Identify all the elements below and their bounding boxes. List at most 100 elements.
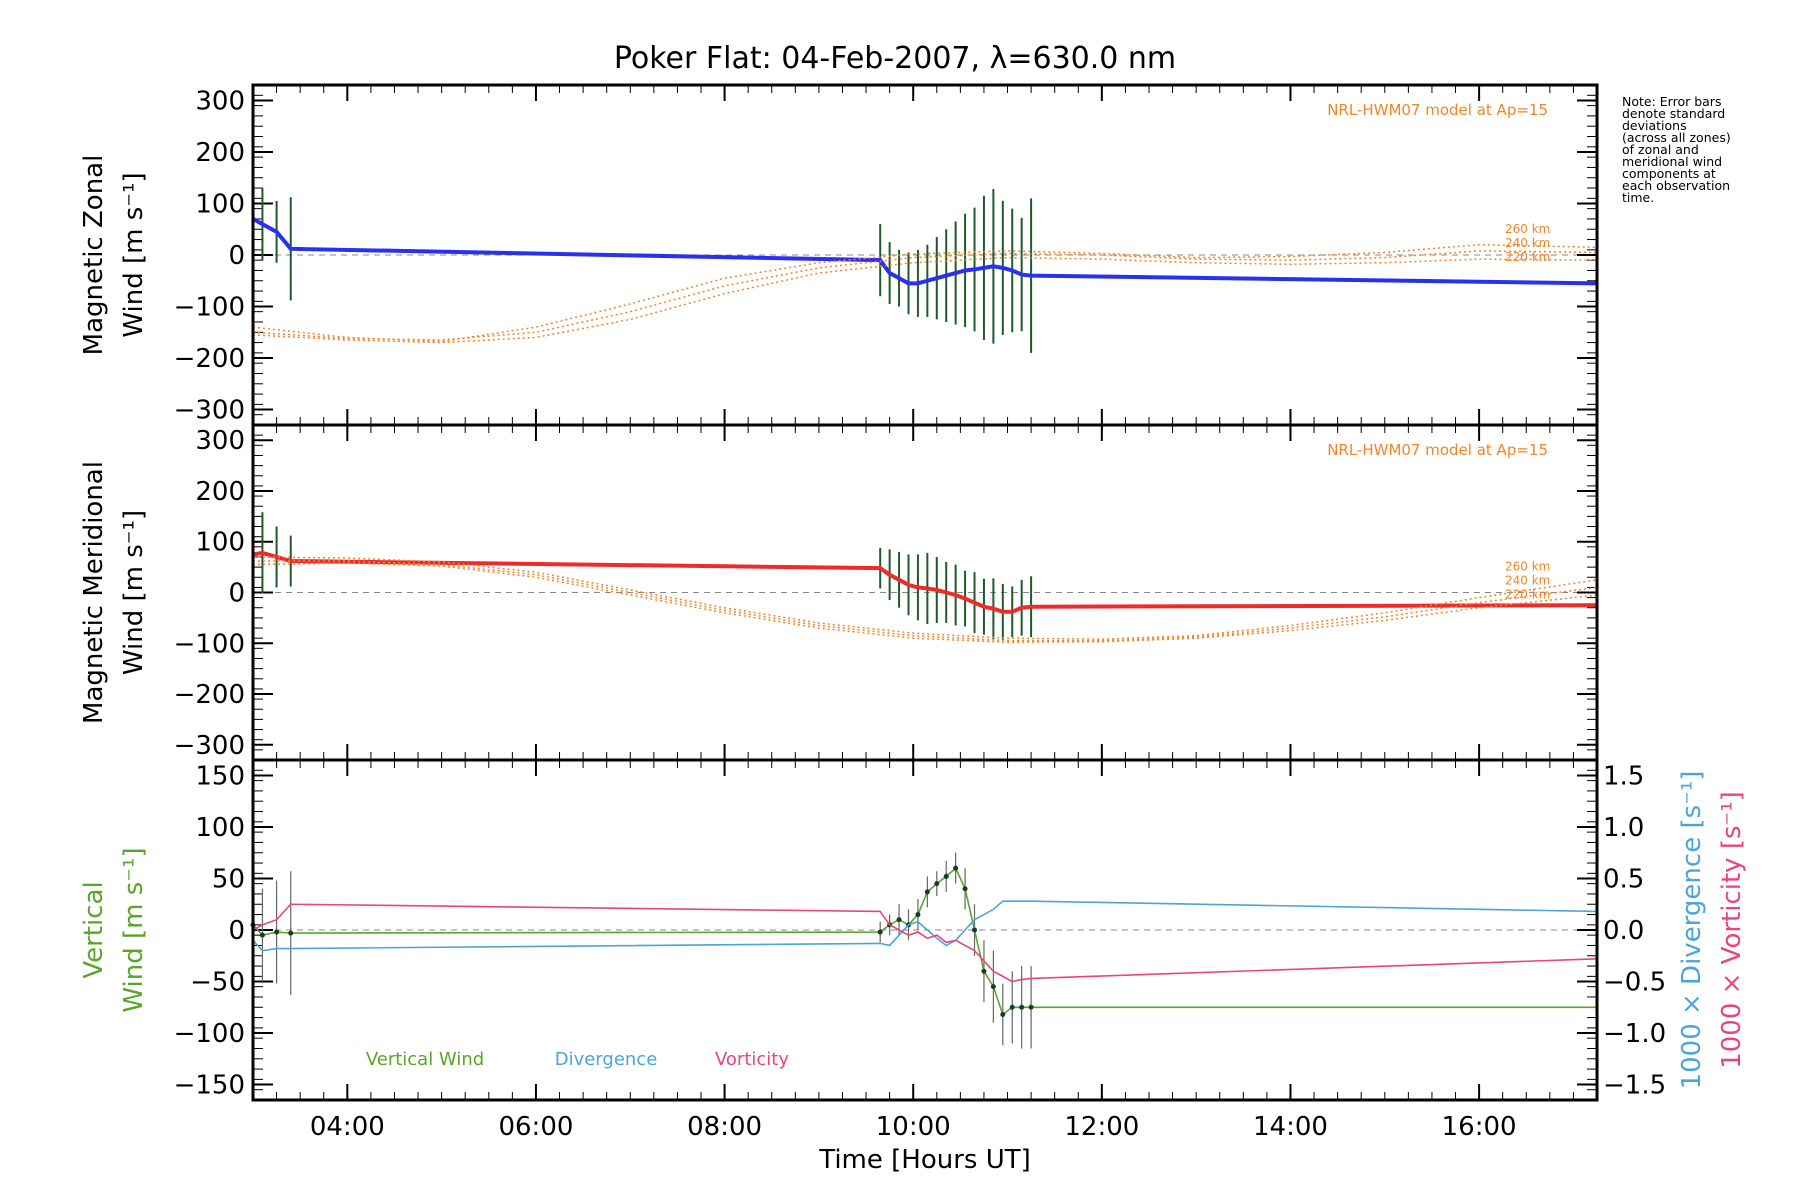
note-line: denote standard (1622, 106, 1726, 121)
legend-entry: Vertical Wind (366, 1049, 484, 1070)
series-line-nrl-hwm07-240-km (252, 250, 1598, 341)
y-tick-label: 100 (195, 528, 245, 558)
model-altitude-label: 220 km (1505, 588, 1550, 602)
y2-tick-label: 0.0 (1603, 916, 1644, 946)
note-line: components at (1622, 166, 1716, 181)
vertical-wind-point (924, 889, 930, 895)
vertical-wind-point (962, 886, 968, 892)
vertical-wind-point (877, 929, 883, 935)
vertical-wind-point (1019, 1004, 1025, 1010)
series-line-meridional-wind (252, 550, 1598, 614)
vertical-wind-point (972, 927, 978, 933)
model-label: NRL-HWM07 model at Ap=15 (1327, 101, 1548, 119)
y-tick-label: 200 (195, 138, 245, 168)
vertical-wind-point (274, 929, 280, 935)
series-line-nrl-hwm07-240-km (253, 560, 1598, 642)
x-tick-label: 08:00 (687, 1112, 762, 1142)
model-altitude-label: 240 km (1505, 236, 1550, 250)
note-line: (across all zones) (1622, 130, 1731, 145)
y-tick-label: 0 (228, 579, 245, 609)
panels: 300 200 100 0 −100 −200 −300 NRL-HWM07 model at… (79, 83, 1747, 1102)
vertical-wind-point (259, 932, 265, 938)
note-line: time. (1622, 190, 1655, 205)
y-tick-label: 150 (195, 761, 245, 791)
y-axis-label-top: Magnetic Zonal (79, 155, 109, 356)
note-line: of zonal and (1622, 142, 1699, 157)
y-axis-label-bottom: Wind [m s⁻¹] (119, 847, 149, 1012)
vertical-wind-point (896, 917, 902, 923)
y-tick-label: 50 (212, 864, 245, 894)
x-axis-label: Time [Hours UT] (818, 1145, 1031, 1175)
vertical-wind-point (981, 968, 987, 974)
panel-meridional: 300 200 100 0 −100 −200 −300 NRL-HWM07 model at… (79, 423, 1599, 762)
y2-label-vorticity: 1000 × Vorticity [s⁻¹] (1717, 791, 1747, 1069)
x-tick-label: 04:00 (310, 1112, 385, 1142)
vertical-wind-point (990, 984, 996, 990)
y2-tick-label: −0.5 (1603, 968, 1666, 998)
series-line-nrl-hwm07-260-km (252, 556, 1598, 640)
plot-frame (251, 758, 1599, 1102)
chart-title: Poker Flat: 04-Feb-2007, λ=630.0 nm (614, 41, 1176, 76)
series-line-vorticity (252, 903, 1598, 983)
legend-entry: Divergence (555, 1049, 658, 1070)
y-tick-label: −300 (174, 731, 245, 761)
note-line: each observation (1622, 178, 1731, 193)
y-axis-label-bottom: Wind [m s⁻¹] (119, 510, 149, 675)
vertical-wind-point (288, 930, 294, 936)
y-tick-label: −300 (174, 396, 245, 426)
vertical-wind-point (953, 865, 959, 871)
y2-tick-label: −1.0 (1603, 1019, 1666, 1049)
y-tick-label: 200 (195, 477, 245, 507)
vertical-wind-point (943, 873, 949, 879)
panel-vertical: 150 100 50 0 −50 −100 −150 1.5 1.0 0.5 0.0 −0.5 −1.0… (79, 758, 1747, 1102)
note-line: deviations (1622, 118, 1687, 133)
y-tick-label: 300 (195, 86, 245, 116)
model-altitude-label: 220 km (1505, 250, 1550, 264)
y-tick-label: 100 (195, 189, 245, 219)
y-tick-label: −200 (174, 680, 245, 710)
y-tick-label: −100 (174, 293, 245, 323)
y-axis-label-top: Vertical (79, 881, 109, 978)
y2-tick-label: −1.5 (1603, 1071, 1666, 1101)
y2-tick-label: 0.5 (1603, 864, 1644, 894)
error-bar-note: Note: Error bars denote standard deviati… (1622, 94, 1792, 205)
y-tick-label: −150 (174, 1071, 245, 1101)
panel-zonal: 300 200 100 0 −100 −200 −300 NRL-HWM07 model at… (79, 83, 1599, 427)
model-altitude-label: 240 km (1505, 574, 1550, 588)
x-tick-label: 16:00 (1442, 1112, 1517, 1142)
series-line-zonal-wind (252, 217, 1598, 286)
y2-tick-label: 1.0 (1603, 813, 1644, 843)
model-altitude-label: 260 km (1505, 560, 1550, 574)
y-tick-label: −100 (174, 1019, 245, 1049)
note-line: meridional wind (1622, 154, 1723, 169)
x-tick-label: 12:00 (1064, 1112, 1139, 1142)
y-axis-label-bottom: Wind [m s⁻¹] (119, 172, 149, 337)
vertical-wind-point (1009, 1004, 1015, 1010)
y-axis-label-top: Magnetic Meridional (79, 461, 109, 724)
legend-entry: Vorticity (715, 1049, 789, 1070)
note-line: Note: Error bars (1622, 94, 1722, 109)
y-tick-label: 0 (228, 241, 245, 271)
y-tick-label: −100 (174, 629, 245, 659)
x-tick-label: 10:00 (876, 1112, 951, 1142)
series-line-vertical-wind (252, 866, 1597, 1016)
x-axis: 04:00 06:00 08:00 10:00 12:00 14:00 16:00 Time … (310, 1112, 1517, 1175)
vertical-wind-point (1000, 1011, 1006, 1017)
y-tick-label: −200 (174, 344, 245, 374)
vertical-wind-point (1028, 1004, 1034, 1010)
y-tick-label: −50 (190, 968, 245, 998)
vertical-wind-point (915, 912, 921, 918)
y-tick-label: 100 (195, 813, 245, 843)
y2-label-divergence: 1000 × Divergence [s⁻¹] (1677, 771, 1707, 1090)
series-line-divergence (252, 900, 1598, 952)
x-tick-label: 14:00 (1253, 1112, 1328, 1142)
y2-tick-label: 1.5 (1603, 761, 1644, 791)
series-line-nrl-hwm07-220-km (252, 256, 1598, 344)
series-line-nrl-hwm07-260-km (252, 243, 1598, 343)
vertical-wind-point (934, 881, 940, 887)
y-tick-label: 300 (195, 426, 245, 456)
model-label: NRL-HWM07 model at Ap=15 (1327, 441, 1548, 459)
model-altitude-label: 260 km (1505, 222, 1550, 236)
series-line-nrl-hwm07-220-km (252, 562, 1598, 643)
